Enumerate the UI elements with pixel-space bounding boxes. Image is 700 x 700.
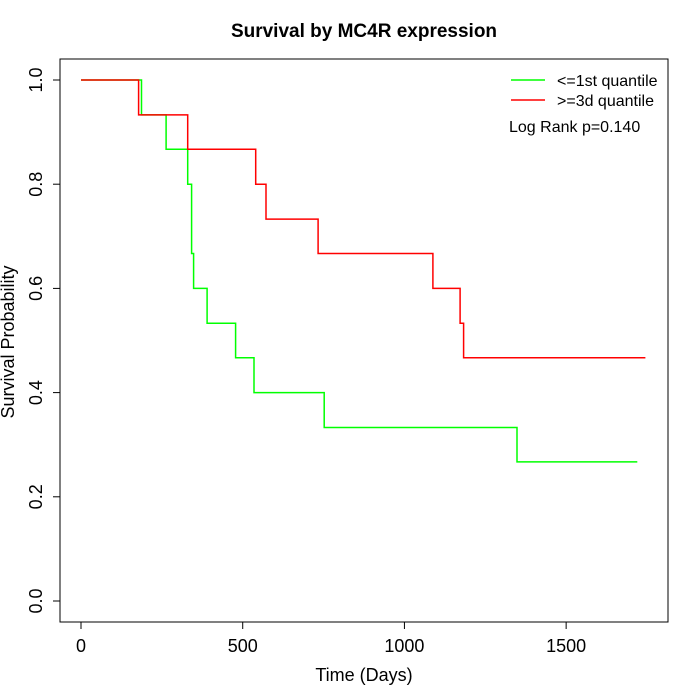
x-tick-label: 500 [228, 636, 258, 656]
x-tick-label: 0 [76, 636, 86, 656]
x-tick-label: 1500 [546, 636, 586, 656]
log-rank-annotation: Log Rank p=0.140 [509, 119, 640, 136]
series-line-1 [81, 79, 646, 359]
y-tick-label: 0.4 [26, 380, 46, 405]
x-tick-label: 1000 [384, 636, 424, 656]
legend: <=1st quantile >=3d quantile [511, 73, 658, 110]
chart-title: Survival by MC4R expression [231, 21, 497, 42]
y-tick-label: 0.6 [26, 276, 46, 301]
legend-label-0: <=1st quantile [557, 73, 658, 90]
x-axis-label: Time (Days) [315, 665, 412, 685]
y-tick-label: 0.2 [26, 484, 46, 509]
y-axis-label: Survival Probability [0, 265, 18, 418]
series-line-0 [81, 79, 638, 463]
plot-area: 0 500 1000 1500 0.0 0.2 0.4 0.6 0.8 1.0 [26, 58, 669, 656]
plot-frame [59, 58, 669, 623]
y-tick-label: 0.8 [26, 172, 46, 197]
y-tick-label: 0.0 [26, 588, 46, 613]
legend-label-1: >=3d quantile [557, 93, 654, 110]
y-tick-label: 1.0 [26, 67, 46, 92]
